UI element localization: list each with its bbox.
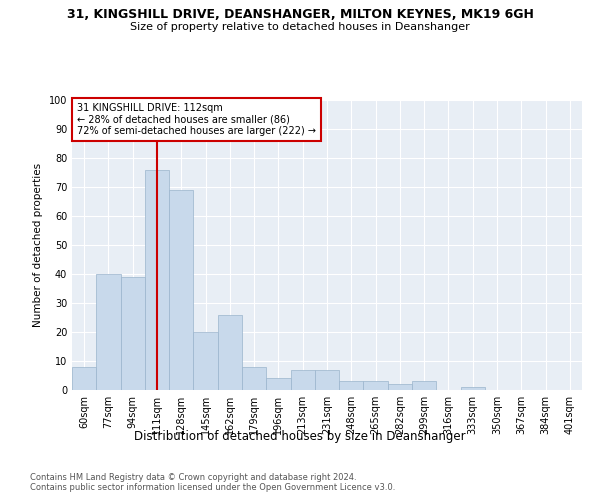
- Bar: [145, 170, 169, 390]
- Bar: [218, 314, 242, 390]
- Bar: [96, 274, 121, 390]
- Bar: [315, 370, 339, 390]
- Bar: [290, 370, 315, 390]
- Bar: [388, 384, 412, 390]
- Text: 31 KINGSHILL DRIVE: 112sqm
← 28% of detached houses are smaller (86)
72% of semi: 31 KINGSHILL DRIVE: 112sqm ← 28% of deta…: [77, 103, 316, 136]
- Text: Size of property relative to detached houses in Deanshanger: Size of property relative to detached ho…: [130, 22, 470, 32]
- Text: Contains public sector information licensed under the Open Government Licence v3: Contains public sector information licen…: [30, 482, 395, 492]
- Bar: [339, 382, 364, 390]
- Bar: [412, 382, 436, 390]
- Bar: [242, 367, 266, 390]
- Y-axis label: Number of detached properties: Number of detached properties: [33, 163, 43, 327]
- Text: Contains HM Land Registry data © Crown copyright and database right 2024.: Contains HM Land Registry data © Crown c…: [30, 472, 356, 482]
- Bar: [364, 382, 388, 390]
- Bar: [266, 378, 290, 390]
- Bar: [121, 277, 145, 390]
- Bar: [461, 387, 485, 390]
- Bar: [193, 332, 218, 390]
- Text: Distribution of detached houses by size in Deanshanger: Distribution of detached houses by size …: [134, 430, 466, 443]
- Text: 31, KINGSHILL DRIVE, DEANSHANGER, MILTON KEYNES, MK19 6GH: 31, KINGSHILL DRIVE, DEANSHANGER, MILTON…: [67, 8, 533, 20]
- Bar: [169, 190, 193, 390]
- Bar: [72, 367, 96, 390]
